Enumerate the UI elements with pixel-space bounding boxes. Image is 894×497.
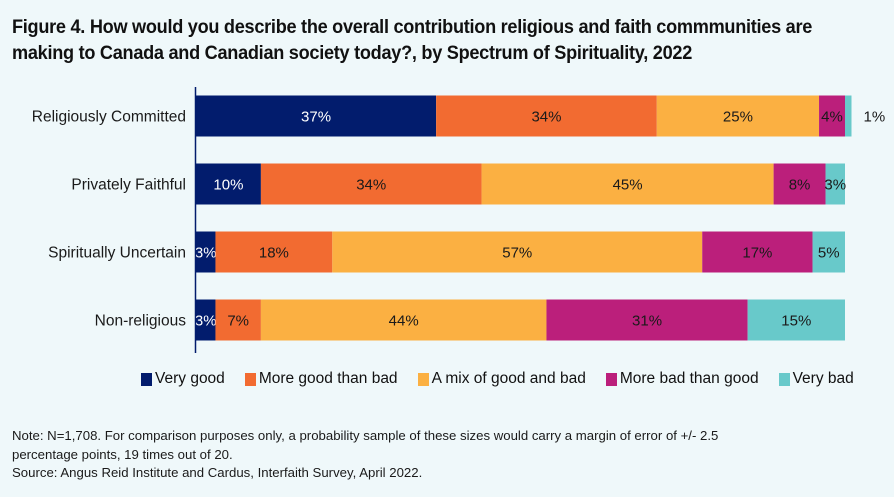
legend-label: More good than bad: [258, 370, 398, 387]
legend-swatch: [778, 372, 790, 386]
bar-spiritually-uncertain-a-mix-of-good-and-bad: [332, 231, 703, 273]
legend-item-more-good-than-bad: More good than bad: [244, 370, 398, 388]
data-label-non-religious-very-bad: 15%: [781, 313, 811, 330]
notes: Note: N=1,708. For comparison purposes o…: [12, 427, 892, 483]
legend-item-very-bad: Very bad: [778, 370, 854, 388]
data-label-non-religious-more-good-than-bad: 7%: [227, 313, 249, 330]
category-label-religiously-committed: Religiously Committed: [32, 109, 186, 126]
bar-spiritually-uncertain-very-good: [196, 231, 216, 273]
bar-religiously-committed-more-good-than-bad: [436, 95, 657, 137]
note-line-1: Note: N=1,708. For comparison purposes o…: [12, 428, 719, 443]
bar-religiously-committed-very-bad: [845, 95, 852, 137]
data-label-privately-faithful-more-good-than-bad: 34%: [356, 177, 386, 194]
chart-title: Figure 4. How would you describe the ove…: [12, 16, 813, 64]
bar-non-religious-a-mix-of-good-and-bad: [260, 299, 547, 341]
category-labels: Religiously Committed Privately Faithful S…: [32, 109, 186, 330]
data-label-privately-faithful-very-bad: 3%: [824, 177, 846, 194]
bars-group: 37% 34% 25% 4% 1% 10% 34% 45% 8% 3% 3% 18% 57% 17% 5% 3…: [195, 95, 885, 341]
bar-privately-faithful-more-bad-than-good: [773, 163, 826, 205]
legend-swatch: [244, 372, 256, 386]
legend-label: A mix of good and bad: [431, 370, 586, 387]
source-line: Source: Angus Reid Institute and Cardus,…: [12, 465, 423, 480]
bar-religiously-committed-a-mix-of-good-and-bad: [656, 95, 820, 137]
legend-swatch: [417, 372, 429, 386]
legend-label: More bad than good: [619, 370, 759, 387]
bar-non-religious-very-good: [196, 299, 216, 341]
data-label-spiritually-uncertain-more-bad-than-good: 17%: [742, 245, 772, 262]
data-label-spiritually-uncertain-more-good-than-bad: 18%: [259, 245, 289, 262]
bar-religiously-committed-very-good: [196, 95, 437, 137]
bar-spiritually-uncertain-very-bad: [812, 231, 845, 273]
data-label-non-religious-very-good: 3%: [195, 313, 217, 330]
data-label-non-religious-a-mix-of-good-and-bad: 44%: [389, 313, 419, 330]
category-label-privately-faithful: Privately Faithful: [71, 177, 186, 194]
legend-item-very-good: Very good: [141, 370, 225, 388]
bar-privately-faithful-a-mix-of-good-and-bad: [481, 163, 774, 205]
bar-non-religious-more-good-than-bad: [215, 299, 261, 341]
data-label-spiritually-uncertain-very-bad: 5%: [818, 245, 840, 262]
category-label-spiritually-uncertain: Spiritually Uncertain: [48, 245, 186, 262]
legend: Very good More good than bad A mix of go…: [141, 370, 854, 388]
data-label-non-religious-more-bad-than-good: 31%: [632, 313, 662, 330]
note-line-2: percentage points, 19 times out of 20.: [12, 446, 233, 462]
bar-non-religious-very-bad: [747, 299, 845, 341]
data-label-spiritually-uncertain-very-good: 3%: [195, 245, 217, 262]
bar-religiously-committed-more-bad-than-good: [819, 95, 845, 137]
data-label-religiously-committed-very-good: 37%: [301, 109, 331, 126]
bar-spiritually-uncertain-more-good-than-bad: [215, 231, 333, 273]
legend-label: Very good: [155, 370, 225, 387]
bar-non-religious-more-bad-than-good: [546, 299, 748, 341]
legend-item-mix-of-good-and-bad: A mix of good and bad: [417, 370, 586, 388]
data-label-privately-faithful-more-bad-than-good: 8%: [789, 177, 811, 194]
legend-item-more-bad-than-good: More bad than good: [605, 370, 759, 388]
legend-swatch: [605, 372, 617, 386]
bar-spiritually-uncertain-more-bad-than-good: [702, 231, 813, 273]
stacked-bar-chart: 37% 34% 25% 4% 1% 10% 34% 45% 8% 3% 3% 18% 57% 17% 5% 3…: [32, 87, 885, 353]
data-label-religiously-committed-more-good-than-bad: 34%: [531, 109, 561, 126]
legend-label: Very bad: [792, 370, 854, 387]
data-label-religiously-committed-more-bad-than-good: 4%: [821, 109, 843, 126]
legend-swatch: [141, 372, 152, 386]
bar-privately-faithful-very-good: [196, 163, 261, 205]
data-label-spiritually-uncertain-a-mix-of-good-and-bad: 57%: [502, 245, 532, 262]
bar-privately-faithful-very-bad: [825, 163, 845, 205]
data-label-privately-faithful-very-good: 10%: [213, 177, 243, 194]
data-label-privately-faithful-a-mix-of-good-and-bad: 45%: [613, 177, 643, 194]
data-label-religiously-committed-a-mix-of-good-and-bad: 25%: [723, 109, 753, 126]
category-label-non-religious: Non-religious: [95, 313, 187, 330]
bar-privately-faithful-more-good-than-bad: [260, 163, 482, 205]
data-label-religiously-committed-very-bad: 1%: [863, 109, 885, 126]
